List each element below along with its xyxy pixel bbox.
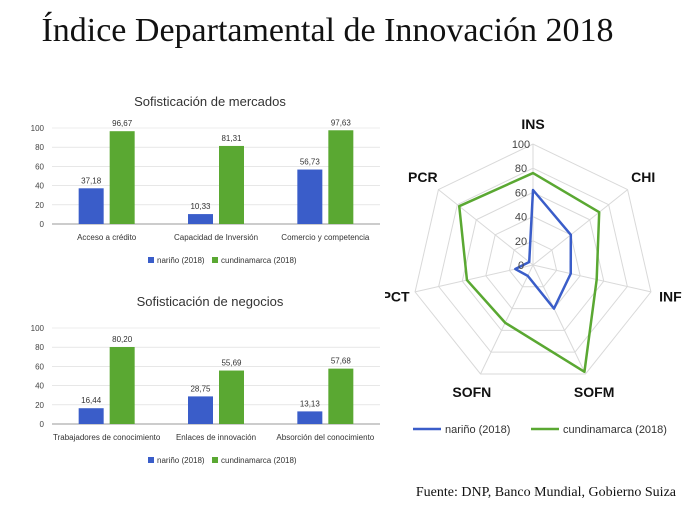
data-label: 56,73 xyxy=(300,158,321,167)
radar-axis-label: INF xyxy=(659,288,682,304)
radar-chart: 0 20 40 60 80 100 INS CHI INF SOFM SOFN PCT PCR nariñ… xyxy=(385,116,682,436)
radar-series-cundinamarca xyxy=(457,171,601,374)
legend-label-narino: nariño (2018) xyxy=(157,256,205,265)
y-tick-label: 20 xyxy=(35,401,44,410)
x-tick-label: Comercio y competencia xyxy=(281,233,370,242)
legend-swatch-cundinamarca xyxy=(212,457,218,463)
x-tick-label: Trabajadores de conocimiento xyxy=(53,433,161,442)
legend-label-cundinamarca: cundinamarca (2018) xyxy=(563,424,667,436)
radar-gridring xyxy=(485,216,581,310)
x-tick-label: Acceso a crédito xyxy=(77,233,137,242)
bar-narino xyxy=(297,411,323,424)
bar-cundinamarca xyxy=(109,347,135,424)
radar-tick-label: 100 xyxy=(512,139,530,151)
radar-tick-label: 20 xyxy=(515,236,527,248)
radar-tick-label: 40 xyxy=(515,212,527,224)
bar-narino xyxy=(297,169,323,224)
x-tick-label: Capacidad de Inversión xyxy=(174,233,258,242)
y-tick-label: 0 xyxy=(40,420,45,429)
legend-swatch-cundinamarca xyxy=(212,257,218,263)
data-label: 16,44 xyxy=(81,396,102,405)
radar-axis-label: PCT xyxy=(385,288,410,304)
bar-cundinamarca xyxy=(328,130,354,224)
radar-gridring xyxy=(461,191,605,331)
bar-cundinamarca xyxy=(109,131,135,224)
bar-narino xyxy=(188,396,213,424)
radar-spoke xyxy=(438,189,534,266)
bar-narino xyxy=(78,188,104,224)
y-tick-label: 80 xyxy=(35,343,44,352)
radar-spoke xyxy=(414,264,534,293)
radar-axis-label: CHI xyxy=(631,169,655,185)
bar-cundinamarca xyxy=(219,145,244,224)
source-note: Fuente: DNP, Banco Mundial, Gobierno Sui… xyxy=(415,485,676,500)
y-tick-label: 60 xyxy=(35,162,44,171)
radar-gridring xyxy=(508,240,558,288)
radar-axis-label: SOFM xyxy=(574,384,614,400)
radar-spoke xyxy=(532,264,652,293)
legend-label-cundinamarca: cundinamarca (2018) xyxy=(221,456,297,465)
bar-chart-business-sophistication: Sofisticación de negocios 0 20 40 60 80 100 16,… xyxy=(31,294,380,465)
y-tick-label: 60 xyxy=(35,362,44,371)
chart-title: Sofisticación de negocios xyxy=(137,294,284,309)
radar-series-narino xyxy=(514,188,573,310)
radar-tick-label: 60 xyxy=(515,187,527,199)
bar-chart-market-sophistication: Sofisticación de mercados 0 20 40 60 80 100 37,… xyxy=(31,94,380,265)
radar-spoke xyxy=(532,264,586,375)
bar-cundinamarca xyxy=(219,370,244,424)
bar-narino xyxy=(188,214,213,224)
radar-spoke xyxy=(480,264,534,375)
bar-cundinamarca xyxy=(328,368,354,424)
data-label: 10,33 xyxy=(190,202,211,211)
data-label: 13,13 xyxy=(300,399,321,408)
data-label: 55,69 xyxy=(221,359,242,368)
radar-axis-label: PCR xyxy=(408,169,438,185)
radar-axis-label: SOFN xyxy=(452,384,491,400)
data-label: 57,68 xyxy=(331,357,352,366)
legend-swatch-narino xyxy=(148,257,154,263)
chart-title: Sofisticación de mercados xyxy=(134,94,286,109)
y-tick-label: 40 xyxy=(35,182,44,191)
radar-gridring xyxy=(438,167,628,353)
x-tick-label: Absorción del conocimiento xyxy=(276,433,374,442)
radar-tick-label: 80 xyxy=(515,163,527,175)
radar-gridring xyxy=(414,143,652,375)
x-tick-label: Enlaces de innovación xyxy=(176,433,256,442)
data-label: 81,31 xyxy=(221,134,242,143)
radar-spoke xyxy=(532,189,628,266)
y-tick-label: 100 xyxy=(31,324,45,333)
y-tick-label: 40 xyxy=(35,382,44,391)
y-tick-label: 0 xyxy=(40,220,45,229)
legend-swatch-narino xyxy=(148,457,154,463)
data-label: 97,63 xyxy=(331,118,352,127)
y-tick-label: 20 xyxy=(35,201,44,210)
page-title: Índice Departamental de Innovación 2018 xyxy=(41,12,614,49)
radar-axis-label: INS xyxy=(521,116,544,132)
data-label: 28,75 xyxy=(190,384,211,393)
legend-label-narino: nariño (2018) xyxy=(157,456,205,465)
y-tick-label: 100 xyxy=(31,124,45,133)
legend-label-narino: nariño (2018) xyxy=(445,424,510,436)
data-label: 80,20 xyxy=(112,335,133,344)
data-label: 37,18 xyxy=(81,176,102,185)
radar-tick-label: 0 xyxy=(518,260,524,272)
bar-narino xyxy=(78,408,104,424)
legend-label-cundinamarca: cundinamarca (2018) xyxy=(221,256,297,265)
data-label: 96,67 xyxy=(112,119,133,128)
y-tick-label: 80 xyxy=(35,143,44,152)
